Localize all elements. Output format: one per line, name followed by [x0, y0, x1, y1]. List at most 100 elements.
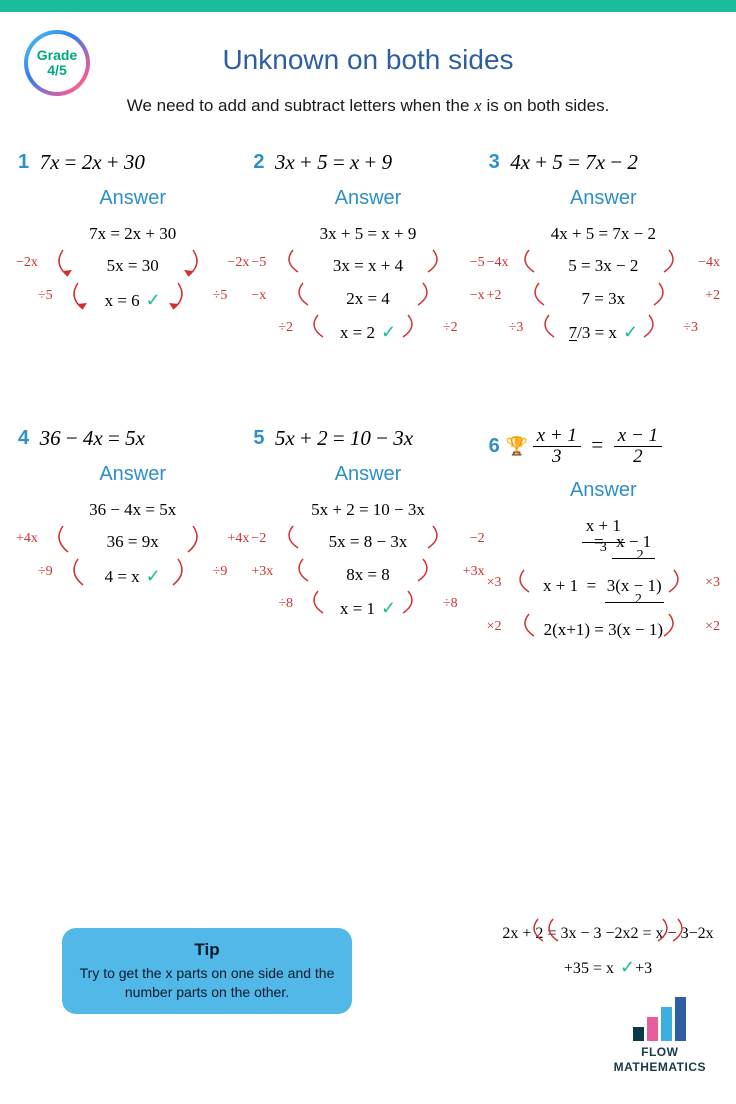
answer-label: Answer [253, 187, 482, 210]
op-right: ÷8 [443, 591, 458, 618]
problem-2: 2 3x + 5 = x + 9 Answer 3x + 5 = x + 9 −… [253, 150, 482, 408]
problem-equation: x + 13 = x − 12 [533, 426, 662, 467]
step: 7 = 3x [582, 289, 626, 308]
step: 3x + 5 = x + 9 [253, 218, 482, 250]
op-right: ÷5 [213, 283, 228, 310]
op-right: +3 [635, 960, 652, 977]
step: 36 − 4x = 5x [18, 494, 247, 526]
check-icon: ✓ [146, 290, 161, 310]
grade-badge: Grade 4/5 [24, 30, 90, 96]
step: x = 6 [105, 291, 140, 310]
step: 2x + 2 = 3x − 3 [502, 925, 601, 942]
subtitle-var: x [474, 96, 482, 115]
step: 8x = 8 [346, 565, 390, 584]
step: 36 = 9x [107, 532, 159, 551]
frac-den: 2 [629, 447, 647, 467]
op-right: −2 [470, 526, 485, 553]
problem-num: 2 [253, 151, 264, 174]
answer-label: Answer [18, 463, 247, 486]
trophy-icon: 🏆 [506, 436, 528, 456]
op-left: ÷3 [509, 315, 524, 342]
worked-solution: 36 − 4x = 5x +4x36 = 9x+4x ÷94 = x✓÷9 [18, 494, 247, 684]
step: 5x = 8 − 3x [329, 532, 408, 551]
check-icon: ✓ [381, 322, 396, 342]
worked-solution: 3x + 5 = x + 9 −53x = x + 4−5 −x2x = 4−x… [253, 218, 482, 408]
problem-5: 5 5x + 2 = 10 − 3x Answer 5x + 2 = 10 − … [253, 426, 482, 700]
step: 4 = x [105, 567, 140, 586]
op-left: ×2 [487, 614, 502, 641]
check-icon: ✓ [381, 598, 396, 618]
op-left: ÷9 [38, 559, 53, 586]
step: 2x = 4 [346, 289, 390, 308]
op-right: ×2 [705, 614, 720, 641]
step: 4x + 5 = 7x − 2 [489, 218, 718, 250]
op-left: −2 [251, 526, 266, 553]
problem-equation: 7x = 2x + 30 [40, 150, 145, 175]
step: 2 [489, 587, 718, 614]
op-right: −5 [470, 250, 485, 277]
logo-line1: FLOW [641, 1045, 678, 1059]
frac-num: x − 1 [614, 426, 662, 447]
problem-6: 6🏆 x + 13 = x − 12 Answer x + 13 = x − 1… [489, 426, 718, 700]
op-right: −2x [227, 250, 249, 277]
tip-text: Try to get the x parts on one side and t… [78, 964, 336, 1002]
op-left: −2x [16, 250, 38, 277]
problem-num: 1 [18, 151, 29, 174]
step: 7x = 2x + 30 [18, 218, 247, 250]
op-left: −x [251, 283, 266, 310]
answer-label: Answer [18, 187, 247, 210]
op-right: +4x [227, 526, 249, 553]
op-right: −2x [689, 925, 714, 942]
step: 2 = x − 3 [631, 925, 689, 942]
problem-1: 1 7x = 2x + 30 Answer 7x = 2x + 30 −2x 5x… [18, 150, 247, 408]
subtitle-post: is on both sides. [482, 96, 610, 115]
worked-solution: 7x = 2x + 30 −2x 5x = 30 −2x ÷5 x = 6 ✓ ÷5 [18, 218, 247, 408]
subtitle: We need to add and subtract letters when… [30, 96, 706, 116]
step: x = 2 [340, 323, 375, 342]
header: Grade 4/5 Unknown on both sides We need … [0, 12, 736, 124]
grade-line1: Grade [37, 48, 77, 63]
op-right: ÷9 [213, 559, 228, 586]
problem-num: 4 [18, 427, 29, 450]
answer-label: Answer [253, 463, 482, 486]
logo-bars-icon [614, 997, 706, 1041]
step: 5x = 30 [107, 256, 159, 275]
problem-num: 3 [489, 151, 500, 174]
op-left: +3x [251, 559, 273, 586]
problem-equation: 36 − 4x = 5x [40, 426, 145, 451]
problem-6-continued: 2x + 2 = 3x − 3 −2x2 = x − 3−2x +35 = x✓… [498, 919, 718, 984]
problem-num: 5 [253, 427, 264, 450]
tip-title: Tip [78, 940, 336, 960]
step: 2(x+1) = 3(x − 1) [544, 620, 663, 639]
step: 5x + 2 = 10 − 3x [253, 494, 482, 526]
op-left: +2 [487, 283, 502, 310]
step: 5 = 3x − 2 [568, 256, 638, 275]
problem-3: 3 4x + 5 = 7x − 2 Answer 4x + 5 = 7x − 2… [489, 150, 718, 408]
step: 5 = x [581, 960, 614, 977]
brand-logo: FLOW MATHEMATICS [614, 997, 706, 1074]
problem-equation: 3x + 5 = x + 9 [275, 150, 392, 175]
op-left: −4x [487, 250, 509, 277]
op-left: ÷2 [278, 315, 293, 342]
op-left: +3 [564, 960, 581, 977]
problem-equation: 4x + 5 = 7x − 2 [510, 150, 638, 175]
op-right: ÷2 [443, 315, 458, 342]
op-right: ÷3 [683, 315, 698, 342]
problem-equation: 5x + 2 = 10 − 3x [275, 426, 413, 451]
frac-num: x + 1 [533, 426, 581, 447]
op-right: +3x [463, 559, 485, 586]
problems-grid: 1 7x = 2x + 30 Answer 7x = 2x + 30 −2x5x… [0, 124, 736, 700]
step: 3x = x + 4 [333, 256, 403, 275]
op-left: ÷8 [278, 591, 293, 618]
op-left: ÷5 [38, 283, 53, 310]
op-left: −5 [251, 250, 266, 277]
op-right: +2 [705, 283, 720, 310]
check-icon: ✓ [620, 957, 635, 977]
check-icon: ✓ [146, 566, 161, 586]
problem-4: 4 36 − 4x = 5x Answer 36 − 4x = 5x +4x 36… [18, 426, 247, 700]
worked-solution: 5x + 2 = 10 − 3x −2 5x = 8 − 3x −2 +3x 8x =… [253, 494, 482, 684]
page-title: Unknown on both sides [30, 44, 706, 76]
tip-box: Tip Try to get the x parts on one side a… [62, 928, 352, 1014]
answer-label: Answer [489, 479, 718, 502]
check-icon: ✓ [623, 322, 638, 342]
